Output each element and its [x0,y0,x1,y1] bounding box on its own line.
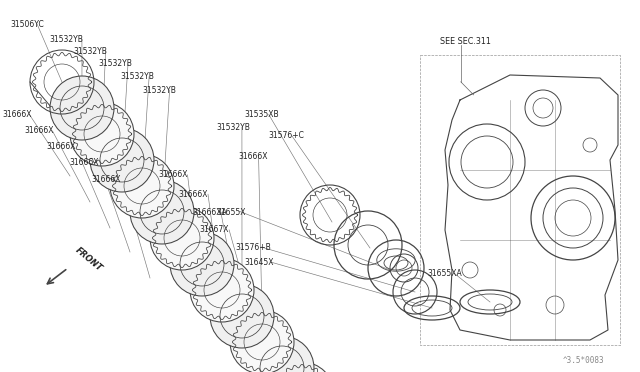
Text: 31666X: 31666X [159,170,188,179]
Ellipse shape [110,154,174,218]
Text: ^3.5*0083: ^3.5*0083 [563,356,605,365]
Ellipse shape [90,128,154,192]
Ellipse shape [210,284,274,348]
Text: 31532YB: 31532YB [216,123,250,132]
Text: SEE SEC.311: SEE SEC.311 [440,37,491,46]
Text: 31532YB: 31532YB [98,60,132,68]
Text: 31666X: 31666X [238,152,268,161]
Ellipse shape [70,102,134,166]
Text: 31666X: 31666X [47,142,76,151]
Ellipse shape [270,362,334,372]
Ellipse shape [150,206,214,270]
Ellipse shape [190,258,254,322]
Text: 31576+B: 31576+B [236,243,271,252]
Text: 31666X: 31666X [178,190,207,199]
Text: 31666X: 31666X [24,126,54,135]
Text: 31532YB: 31532YB [49,35,83,44]
Ellipse shape [50,76,114,140]
Text: 31655X: 31655X [216,208,246,217]
Text: 31576+C: 31576+C [269,131,305,140]
Ellipse shape [170,232,234,296]
Text: 31666X: 31666X [2,110,31,119]
Text: 31532YB: 31532YB [142,86,176,94]
Text: 31666XA: 31666XA [192,208,227,217]
Text: 31645X: 31645X [244,258,274,267]
Text: 31655XA: 31655XA [428,269,462,278]
Text: 31532YB: 31532YB [120,72,154,81]
Text: 31532YB: 31532YB [74,47,108,56]
Text: 31666X: 31666X [92,175,121,184]
Text: 31506YC: 31506YC [10,20,44,29]
Text: FRONT: FRONT [73,246,104,273]
Ellipse shape [130,180,194,244]
Ellipse shape [230,310,294,372]
Text: 31666X: 31666X [69,158,99,167]
Text: 31667X: 31667X [200,225,229,234]
Text: 31535XB: 31535XB [244,110,279,119]
Ellipse shape [250,336,314,372]
